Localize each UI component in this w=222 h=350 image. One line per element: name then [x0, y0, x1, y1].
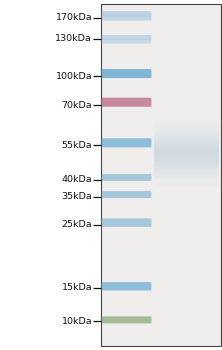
Bar [154, 141, 219, 142]
Bar [154, 180, 219, 181]
Text: 35kDa: 35kDa [61, 192, 92, 201]
Bar [154, 142, 219, 143]
FancyBboxPatch shape [102, 69, 151, 78]
Bar [154, 175, 219, 176]
Bar [154, 130, 219, 131]
Text: 55kDa: 55kDa [61, 141, 92, 150]
FancyBboxPatch shape [102, 174, 151, 181]
Bar [154, 143, 219, 145]
Bar [154, 124, 219, 125]
Bar [154, 125, 219, 126]
Text: 170kDa: 170kDa [56, 13, 92, 22]
Bar [154, 163, 219, 165]
Bar [154, 182, 219, 183]
Bar [154, 157, 219, 158]
Bar [154, 183, 219, 184]
Bar [154, 165, 219, 166]
Bar [154, 121, 219, 122]
Bar [154, 176, 219, 177]
Bar [154, 160, 219, 161]
FancyBboxPatch shape [102, 282, 151, 290]
Text: 15kDa: 15kDa [61, 283, 92, 292]
Bar [154, 139, 219, 140]
Bar [154, 161, 219, 162]
Bar [154, 123, 219, 124]
Bar [154, 147, 219, 148]
Bar [154, 170, 219, 172]
Bar [154, 138, 219, 139]
Text: 100kDa: 100kDa [56, 72, 92, 81]
Bar [154, 181, 219, 182]
Bar [154, 140, 219, 141]
Text: 10kDa: 10kDa [61, 317, 92, 326]
Bar [154, 131, 219, 132]
Bar [154, 166, 219, 167]
Text: 70kDa: 70kDa [61, 100, 92, 110]
Bar [154, 133, 219, 134]
Bar [154, 152, 219, 153]
Bar [154, 173, 219, 174]
Bar [154, 159, 219, 160]
FancyBboxPatch shape [102, 39, 151, 43]
Bar [154, 167, 219, 168]
FancyBboxPatch shape [102, 16, 151, 21]
FancyBboxPatch shape [102, 316, 151, 323]
Bar [154, 145, 219, 146]
Bar [154, 132, 219, 133]
Bar [154, 146, 219, 147]
Bar [154, 169, 219, 170]
Bar [154, 129, 219, 130]
FancyBboxPatch shape [102, 138, 151, 147]
Text: 130kDa: 130kDa [55, 34, 92, 43]
Bar [154, 127, 219, 129]
Bar [154, 134, 219, 135]
Bar [154, 135, 219, 137]
Bar [154, 158, 219, 159]
FancyBboxPatch shape [102, 35, 151, 40]
FancyBboxPatch shape [102, 98, 151, 107]
Bar [154, 156, 219, 157]
Bar [154, 184, 219, 185]
Bar [154, 126, 219, 127]
Bar [154, 172, 219, 173]
Bar [154, 136, 219, 138]
Bar [154, 155, 219, 156]
Bar [154, 149, 219, 150]
FancyBboxPatch shape [102, 191, 151, 198]
Bar [154, 178, 219, 179]
Bar [154, 162, 219, 163]
Bar [154, 185, 219, 186]
Text: 40kDa: 40kDa [61, 175, 92, 184]
Bar [154, 150, 219, 151]
Bar [154, 168, 219, 169]
Bar [154, 153, 219, 155]
FancyBboxPatch shape [102, 218, 151, 227]
Text: 25kDa: 25kDa [61, 220, 92, 229]
Bar [154, 151, 219, 152]
Bar [154, 186, 219, 187]
Bar [154, 122, 219, 123]
Bar [154, 120, 219, 121]
Bar [101, 4, 221, 346]
Bar [154, 174, 219, 175]
Bar [154, 148, 219, 149]
Bar [154, 177, 219, 178]
FancyBboxPatch shape [102, 11, 151, 17]
